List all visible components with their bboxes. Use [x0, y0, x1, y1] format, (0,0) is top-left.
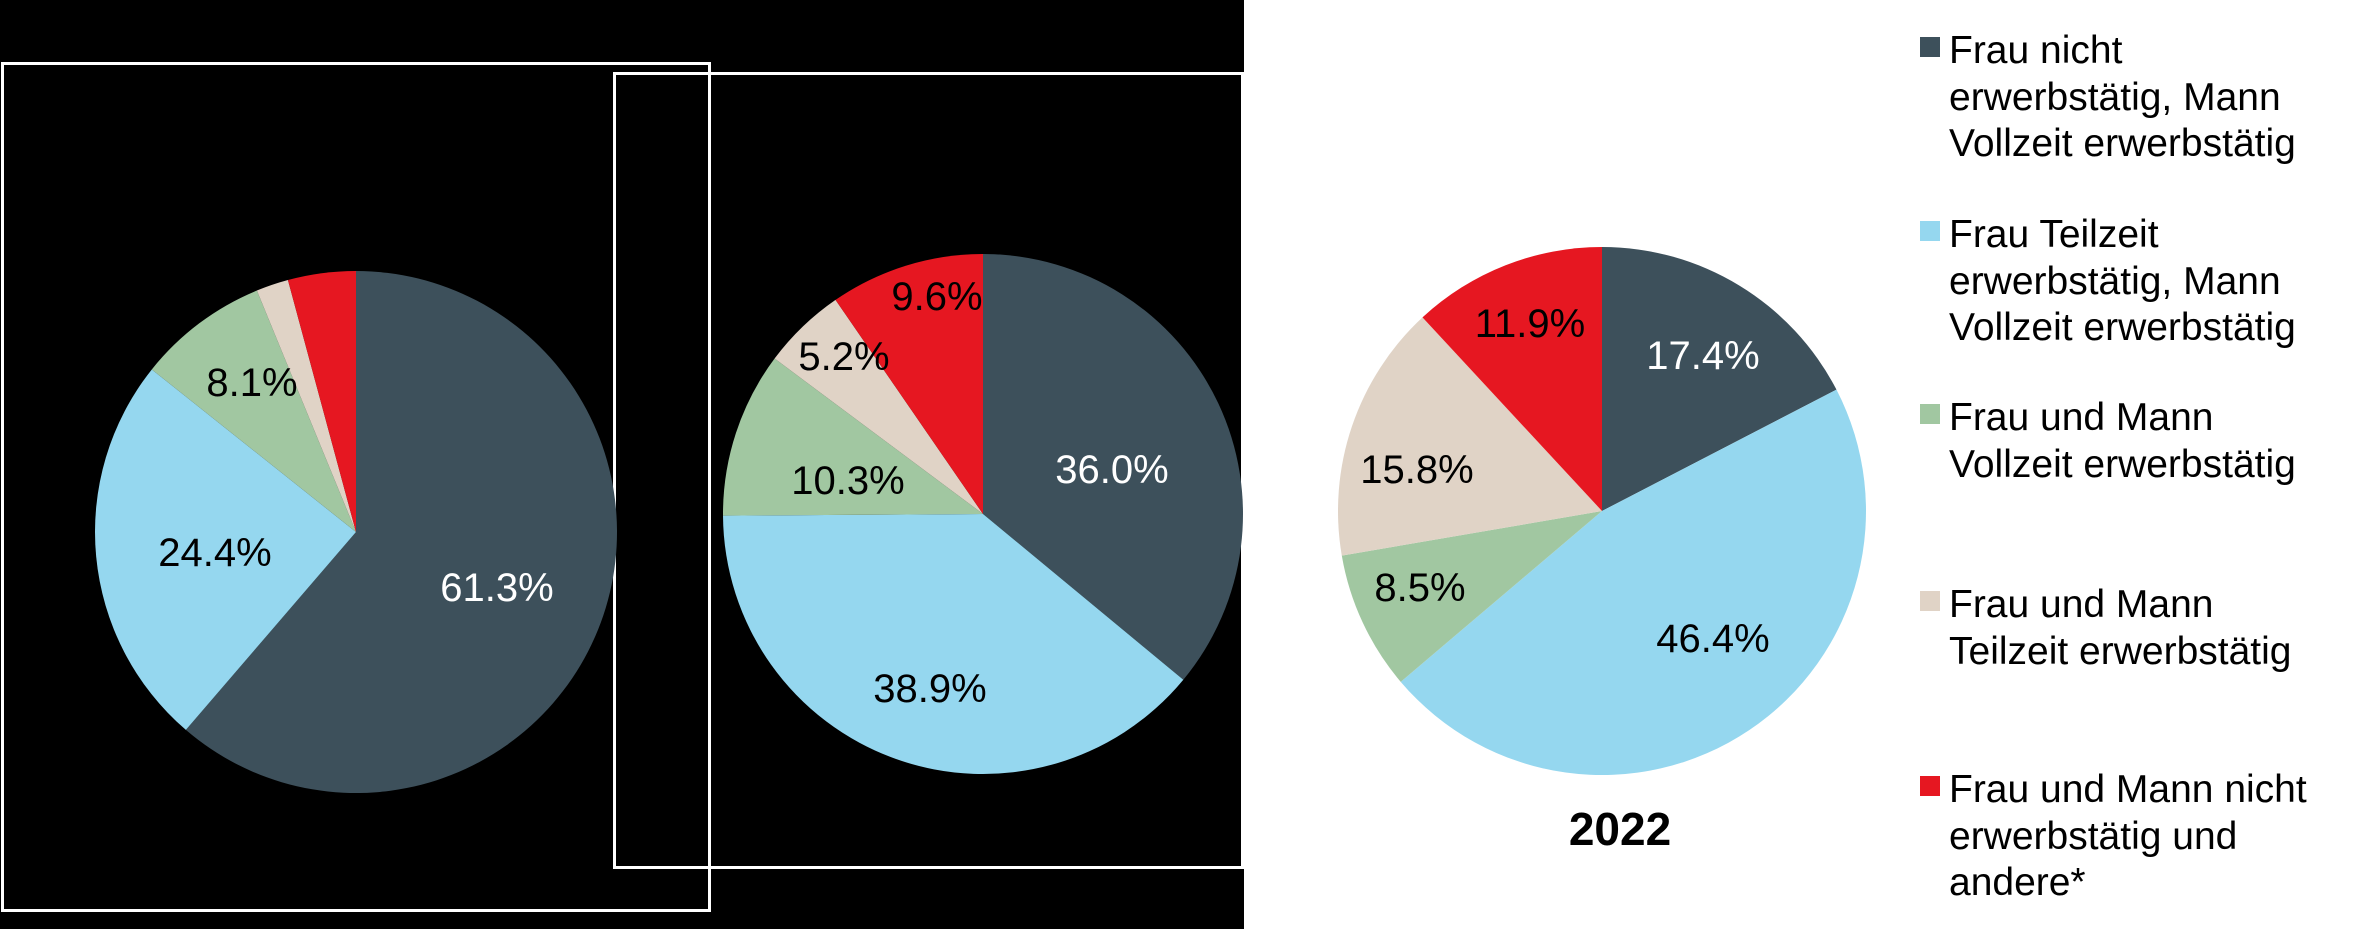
pie-slice [1602, 247, 1837, 511]
slice-value-label: 11.9% [1475, 302, 1585, 346]
legend-swatch-icon [1920, 221, 1940, 241]
pie-chart-2022: 17.4% 46.4% 8.5% 15.8% 11.9% [1338, 247, 1867, 776]
slice-value-label: 15.8% [1360, 448, 1473, 492]
selection-frame-middle [613, 72, 1244, 869]
legend-label: Frau und Mann nicht erwerbstätig und and… [1949, 768, 2307, 904]
legend-swatch-icon [1920, 776, 1940, 796]
legend-label: Frau nicht erwerbstätig, Mann Vollzeit e… [1949, 29, 2296, 165]
chart-title-2022: 2022 [1568, 803, 1672, 855]
legend-label: Frau Teilzeit erwerbstätig, Mann Vollzei… [1949, 213, 2296, 349]
slice-value-label: 24.4% [158, 531, 271, 575]
slice-value-label: 61.3% [440, 566, 553, 610]
pie-slice [774, 299, 983, 514]
slice-value-label: 38.9% [873, 667, 986, 711]
pie-slice [723, 514, 1184, 775]
slice-value-label: 46.4% [1656, 617, 1769, 661]
legend-swatch-icon [1920, 591, 1940, 611]
pie-slice [287, 271, 356, 532]
legend-label: Frau und Mann Vollzeit erwerbstätig [1949, 396, 2296, 486]
slice-value-label: 9.6% [891, 275, 982, 319]
slice-value-label: 10.3% [791, 459, 904, 503]
pie-slice [256, 280, 356, 532]
pie-chart-1: 61.3% 24.4% 8.1% [95, 271, 618, 793]
pie-chart-2: 36.0% 38.9% 10.3% 5.2%9.6% [723, 254, 1244, 775]
pie-slice [983, 254, 1244, 680]
pie-slice [1338, 317, 1602, 556]
pie-slice [95, 369, 357, 730]
pie-slice [1400, 389, 1867, 776]
pie-slice [151, 290, 356, 532]
selection-frame-left [1, 62, 711, 912]
legend-label: Frau und Mann Teilzeit erwerbstätig [1949, 583, 2292, 673]
pie-slice [723, 358, 983, 516]
slice-value-label: 8.1% [206, 361, 297, 405]
pie-slice [1341, 511, 1602, 682]
pie-slice [185, 271, 618, 793]
pie-slice [835, 254, 983, 514]
legend-swatch-icon [1920, 404, 1940, 424]
slice-value-label: 5.2% [798, 335, 889, 379]
slice-value-label: 17.4% [1646, 334, 1759, 378]
legend-swatch-icon [1920, 37, 1940, 57]
slice-value-label: 36.0% [1055, 448, 1168, 492]
pie-slice [1422, 247, 1602, 511]
slice-value-label: 8.5% [1374, 566, 1465, 610]
